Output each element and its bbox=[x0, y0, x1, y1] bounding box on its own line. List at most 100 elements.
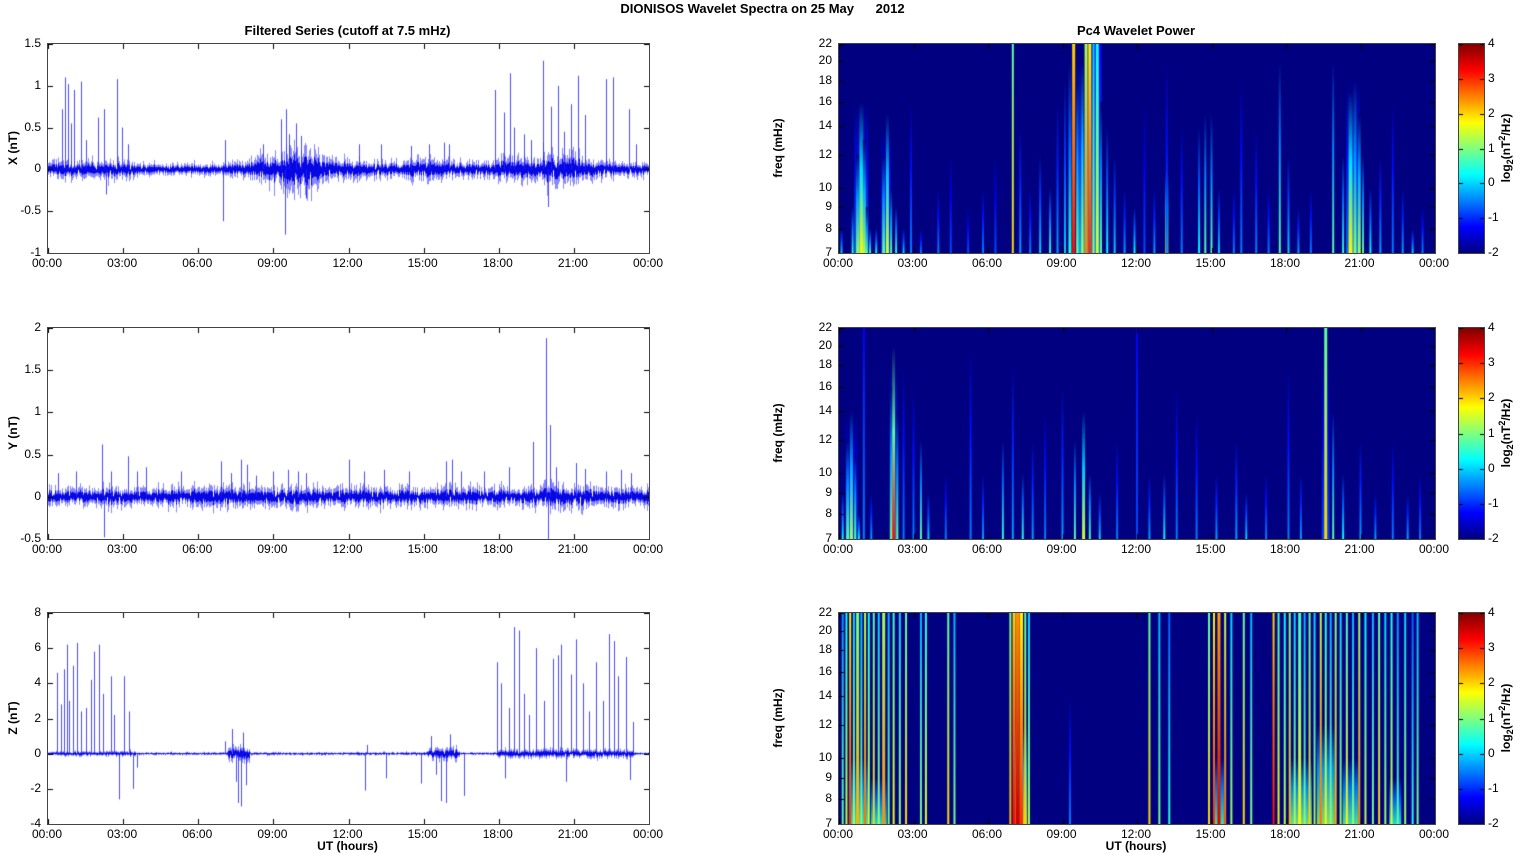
timeseries-panel-x bbox=[47, 43, 650, 254]
x-tick-label: 21:00 bbox=[557, 256, 588, 270]
y-tick-label: 0.5 bbox=[24, 446, 41, 461]
x-tick-label: 06:00 bbox=[971, 256, 1003, 270]
x-tick-label: 15:00 bbox=[1195, 542, 1226, 556]
colorbar-y bbox=[1458, 327, 1485, 540]
x-tick-label: 18:00 bbox=[1269, 542, 1301, 556]
wavelet-canvas-x bbox=[838, 43, 1436, 254]
colorbar-tick-label: -2 bbox=[1488, 531, 1499, 545]
freq-tick-label: 14 bbox=[818, 403, 832, 418]
x-tick-label: 12:00 bbox=[332, 827, 363, 841]
freq-tick-label: 8 bbox=[825, 791, 832, 806]
y-tick-label: 0.5 bbox=[24, 119, 41, 134]
y-tick-label: 0 bbox=[34, 488, 41, 503]
x-tick-label: 15:00 bbox=[1195, 256, 1226, 270]
x-tick-label: 21:00 bbox=[1344, 542, 1375, 556]
colorbar-tick-label: 4 bbox=[1488, 36, 1495, 50]
y-tick-label: 0 bbox=[34, 161, 41, 176]
xaxis-label-left: UT (hours) bbox=[317, 839, 378, 853]
xaxis-label-right: UT (hours) bbox=[1105, 839, 1167, 853]
colorbar-tick-label: 0 bbox=[1488, 175, 1495, 190]
y-tick-label: 0 bbox=[34, 745, 41, 760]
wavelet-canvas-z bbox=[838, 612, 1436, 825]
y-tick-label: -2 bbox=[30, 780, 41, 795]
x-tick-label: 03:00 bbox=[107, 542, 138, 556]
x-tick-label: 00:00 bbox=[632, 542, 664, 556]
x-tick-label: 00:00 bbox=[822, 256, 854, 270]
x-tick-label: 15:00 bbox=[407, 542, 438, 556]
x-tick-label: 00:00 bbox=[822, 827, 854, 841]
freq-tick-label: 12 bbox=[818, 146, 832, 161]
freq-tick-label: 8 bbox=[825, 220, 832, 235]
colorbar-tick-label: -2 bbox=[1488, 245, 1499, 259]
freq-tick-label: 10 bbox=[818, 179, 832, 194]
x-tick-label: 09:00 bbox=[1046, 827, 1077, 841]
x-tick-label: 18:00 bbox=[482, 542, 513, 556]
x-tick-label: 15:00 bbox=[1195, 827, 1226, 841]
freq-tick-label: 9 bbox=[825, 484, 832, 499]
x-tick-label: 18:00 bbox=[482, 827, 513, 841]
colorbar-canvas-y bbox=[1458, 327, 1485, 540]
x-tick-label: 00:00 bbox=[822, 542, 854, 556]
freq-tick-label: 18 bbox=[818, 641, 832, 656]
x-tick-label: 00:00 bbox=[31, 542, 63, 556]
x-tick-label: 06:00 bbox=[182, 256, 213, 270]
wavelet-canvas-y bbox=[838, 327, 1436, 540]
x-tick-label: 15:00 bbox=[407, 827, 438, 841]
x-tick-label: 12:00 bbox=[1120, 542, 1152, 556]
wavelet-panel-z bbox=[838, 612, 1436, 825]
freq-tick-label: 20 bbox=[818, 337, 832, 352]
x-tick-label: 03:00 bbox=[897, 256, 928, 270]
y-tick-label: -1 bbox=[30, 245, 41, 259]
freq-tick-label: 22 bbox=[818, 320, 832, 334]
colorbar-tick-label: 2 bbox=[1488, 675, 1495, 690]
ylabel-x: X (nT) bbox=[6, 131, 20, 165]
freq-tick-label: 22 bbox=[818, 36, 832, 50]
x-tick-label: 06:00 bbox=[971, 827, 1003, 841]
freq-tick-label: 20 bbox=[818, 622, 832, 637]
colorbar-tick-label: 2 bbox=[1488, 105, 1495, 120]
x-tick-label: 00:00 bbox=[632, 827, 664, 841]
figure-title: DIONISOS Wavelet Spectra on 25 May 2012 bbox=[620, 1, 905, 16]
freq-tick-label: 7 bbox=[825, 245, 832, 259]
x-tick-label: 06:00 bbox=[182, 542, 213, 556]
timeseries-canvas-z bbox=[47, 612, 650, 825]
colorbar-tick-label: 3 bbox=[1488, 640, 1495, 655]
x-tick-label: 21:00 bbox=[1344, 827, 1375, 841]
colorbar-tick-label: -1 bbox=[1488, 210, 1499, 225]
x-tick-label: 21:00 bbox=[557, 542, 588, 556]
colorbar-tick-label: 2 bbox=[1488, 390, 1495, 405]
timeseries-panel-y bbox=[47, 327, 650, 540]
freq-tick-label: 16 bbox=[818, 94, 832, 109]
colorbar-canvas-x bbox=[1458, 43, 1485, 254]
y-tick-label: 8 bbox=[34, 605, 41, 619]
x-tick-label: 00:00 bbox=[31, 827, 63, 841]
freq-tick-label: 10 bbox=[818, 750, 832, 765]
colorbar-tick-label: 1 bbox=[1488, 425, 1495, 440]
colorbar-tick-label: -1 bbox=[1488, 780, 1499, 795]
colorbar-tick-label: 1 bbox=[1488, 710, 1495, 725]
x-tick-label: 06:00 bbox=[971, 542, 1003, 556]
y-tick-label: -0.5 bbox=[20, 531, 41, 545]
freq-tick-label: 16 bbox=[818, 663, 832, 678]
x-tick-label: 03:00 bbox=[107, 827, 138, 841]
y-tick-label: 1 bbox=[34, 77, 41, 92]
freq-tick-label: 7 bbox=[825, 531, 832, 545]
freq-tick-label: 9 bbox=[825, 199, 832, 214]
ylabel-y: Y (nT) bbox=[6, 416, 20, 450]
timeseries-panel-z bbox=[47, 612, 650, 825]
x-tick-label: 09:00 bbox=[1046, 256, 1077, 270]
wavelet-panel-y bbox=[838, 327, 1436, 540]
colorbar-tick-label: 3 bbox=[1488, 355, 1495, 370]
colorbar-x bbox=[1458, 43, 1485, 254]
freq-tick-label: 16 bbox=[818, 378, 832, 393]
freq-tick-label: 18 bbox=[818, 356, 832, 371]
x-tick-label: 18:00 bbox=[1269, 256, 1301, 270]
freq-tick-label: 10 bbox=[818, 465, 832, 480]
colorbar-tick-label: -1 bbox=[1488, 495, 1499, 510]
freq-tick-label: 18 bbox=[818, 72, 832, 87]
y-tick-label: 2 bbox=[34, 710, 41, 725]
colorbar-label-sub: 2 bbox=[1505, 444, 1516, 450]
x-tick-label: 03:00 bbox=[897, 542, 928, 556]
colorbar-z bbox=[1458, 612, 1485, 825]
